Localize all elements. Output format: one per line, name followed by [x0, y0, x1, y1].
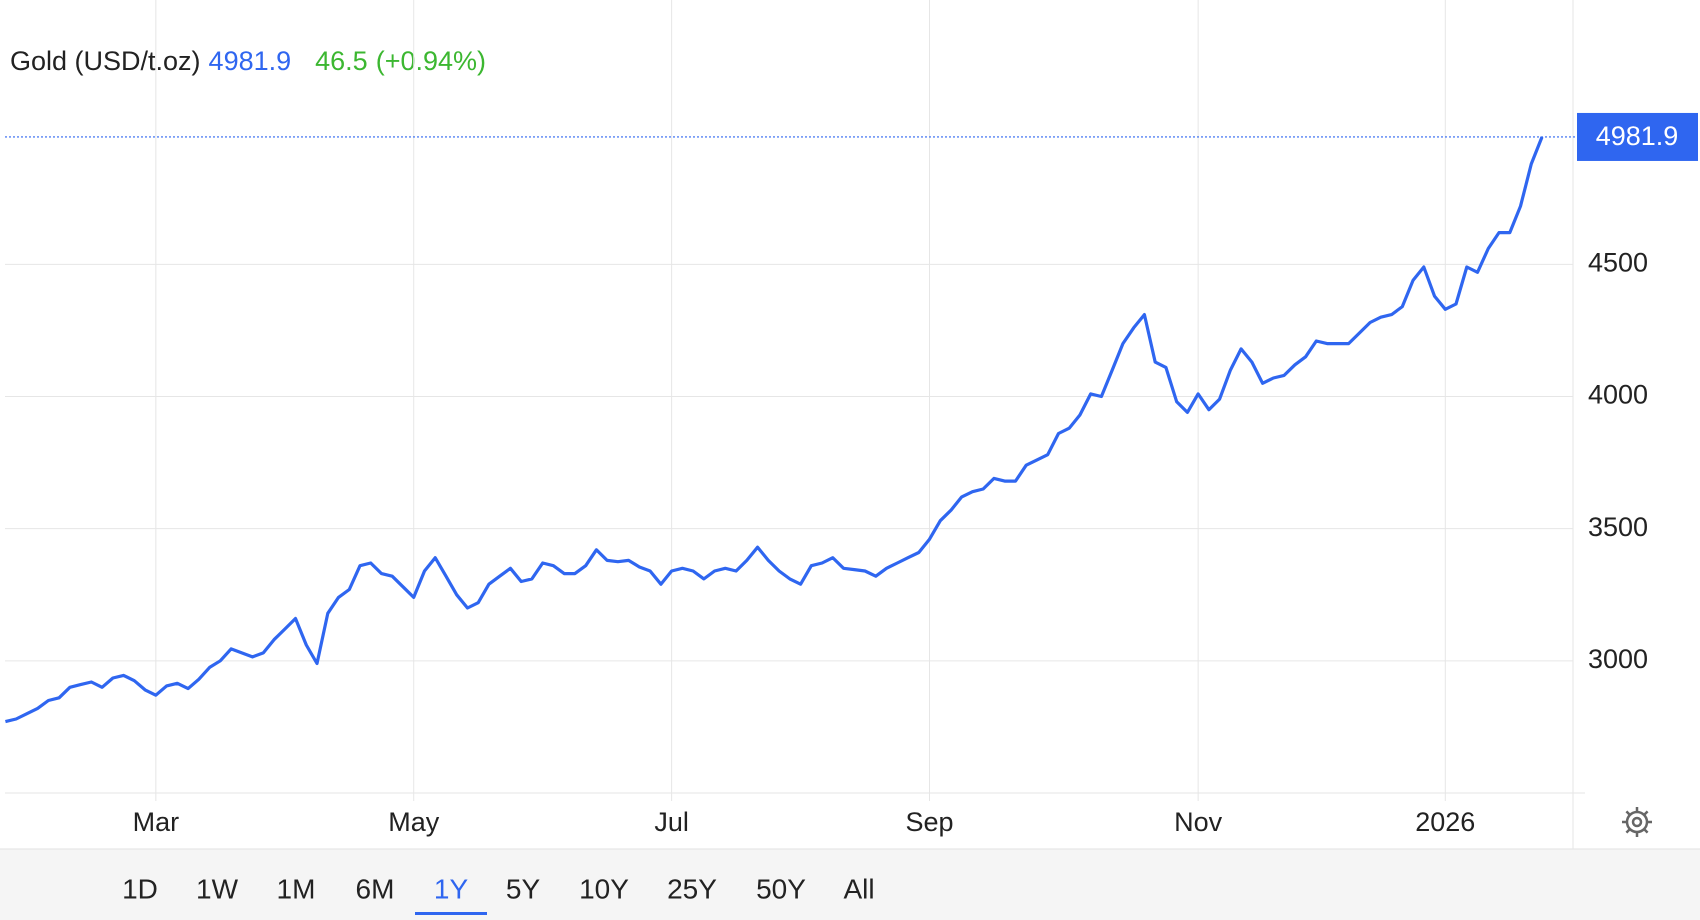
range-button[interactable]: 50Y	[756, 873, 806, 904]
range-button[interactable]: 6M	[356, 873, 395, 904]
x-tick-label: Jul	[654, 807, 689, 837]
last-value-label: 4981.9	[1596, 121, 1679, 151]
range-button[interactable]: 1D	[122, 873, 158, 904]
price-line	[5, 136, 1544, 724]
range-button[interactable]: 1W	[196, 873, 239, 904]
last-value: 4981.9	[209, 46, 292, 76]
header: Gold (USD/t.oz) 4981.9 46.5 (+0.94%)	[10, 46, 486, 76]
settings-icon[interactable]	[1622, 807, 1652, 837]
range-button[interactable]: 1M	[277, 873, 316, 904]
y-tick-label: 3500	[1588, 512, 1648, 542]
x-tick-label: Mar	[133, 807, 180, 837]
gear-teeth	[1622, 807, 1652, 837]
x-tick-label: Nov	[1174, 807, 1223, 837]
y-tick-label: 4000	[1588, 380, 1648, 410]
range-button[interactable]: 5Y	[506, 873, 541, 904]
x-tick-label: Sep	[905, 807, 953, 837]
y-tick-label: 3000	[1588, 644, 1648, 674]
x-tick-label: 2026	[1415, 807, 1475, 837]
change-percent: (+0.94%)	[376, 46, 486, 76]
range-button[interactable]: 1Y	[434, 873, 469, 904]
gear-hub	[1631, 816, 1643, 828]
range-button[interactable]: 10Y	[579, 873, 629, 904]
range-bar	[0, 849, 1700, 920]
last-value-box	[1577, 112, 1698, 161]
range-button[interactable]: 25Y	[667, 873, 717, 904]
instrument-title: Gold (USD/t.oz)	[10, 46, 201, 76]
y-tick-label: 4500	[1588, 247, 1648, 277]
range-button[interactable]: All	[843, 873, 874, 904]
range-button-underline	[415, 912, 487, 915]
change: 46.5	[315, 46, 368, 76]
x-tick-label: May	[388, 807, 440, 837]
